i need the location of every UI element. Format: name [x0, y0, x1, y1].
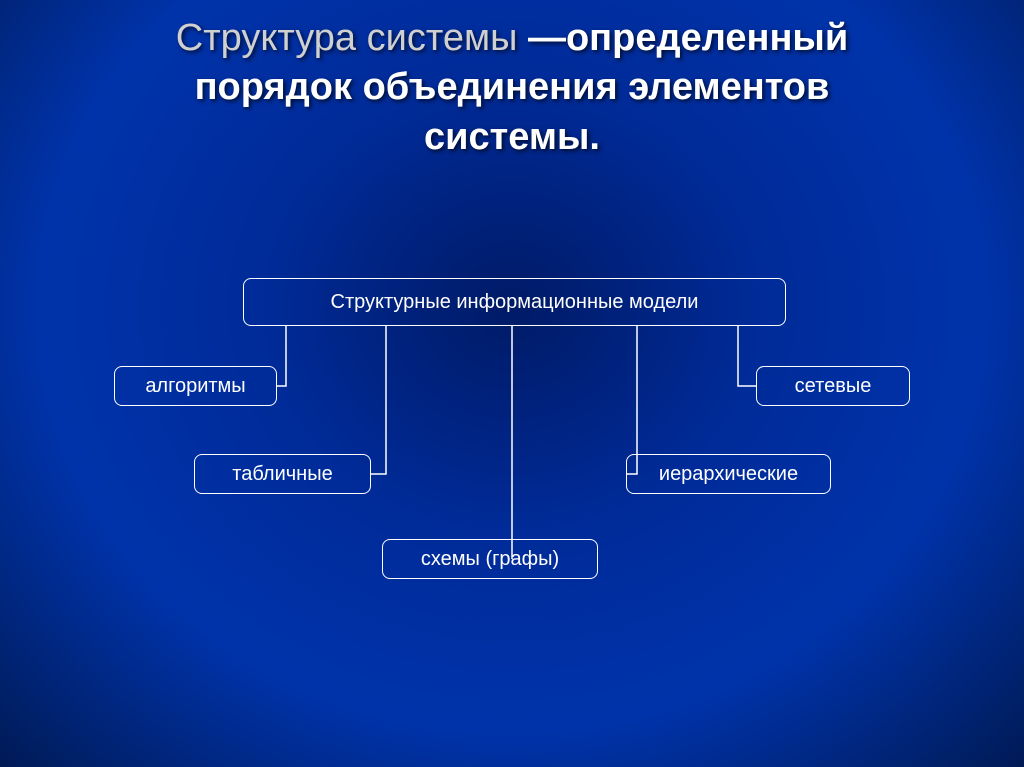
node-n3: схемы (графы) [382, 539, 598, 579]
node-root: Структурные информационные модели [243, 278, 786, 326]
node-n5: сетевые [756, 366, 910, 406]
connector-4 [738, 326, 756, 386]
hierarchy-diagram: Структурные информационные модели алгорит… [0, 0, 1024, 767]
connector-1 [371, 326, 386, 474]
node-n1: алгоритмы [114, 366, 277, 406]
slide-canvas: Структура системы —определенный порядок … [0, 0, 1024, 767]
node-n4: иерархические [626, 454, 831, 494]
node-n2: табличные [194, 454, 371, 494]
connector-0 [277, 326, 286, 386]
connector-3 [626, 326, 637, 474]
